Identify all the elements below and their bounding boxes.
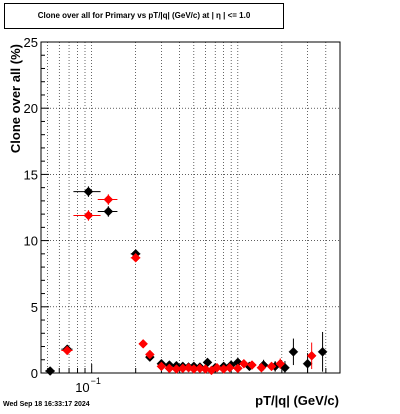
- diamond-marker: [103, 194, 114, 205]
- diamond-marker: [256, 362, 267, 373]
- data-point: [138, 339, 149, 349]
- diamond-marker: [275, 358, 286, 369]
- y-tick-label: 15: [24, 167, 38, 182]
- plot-frame: [40, 41, 341, 374]
- data-point: [317, 331, 328, 372]
- y-tick-label: 0: [31, 366, 38, 381]
- data-point: [306, 342, 317, 370]
- x-tick-labels: 10 −1: [75, 376, 101, 395]
- y-tick-label: 10: [24, 234, 38, 249]
- title-box: Clone over all for Primary vs pT/|q| (Ge…: [4, 3, 284, 29]
- y-tick-label: 20: [24, 101, 38, 116]
- diamond-marker: [317, 346, 328, 357]
- diamond-marker: [212, 362, 222, 373]
- data-point: [275, 358, 286, 370]
- diamond-marker: [45, 366, 56, 376]
- data-point: [73, 186, 101, 197]
- diamond-marker: [62, 345, 73, 356]
- diamond-marker: [83, 186, 94, 197]
- data-point: [288, 338, 299, 366]
- timestamp: Wed Sep 18 16:33:17 2024: [3, 401, 90, 408]
- diamond-marker: [306, 350, 317, 361]
- data-point: [45, 366, 56, 376]
- data-point: [73, 210, 101, 221]
- x-tick-label-base: 10: [75, 380, 89, 395]
- data-point: [156, 361, 167, 372]
- diamond-marker: [239, 358, 249, 369]
- data-point: [302, 353, 313, 373]
- data-point: [97, 194, 118, 205]
- grid-lines: [41, 42, 340, 373]
- data-point: [212, 362, 222, 373]
- axis-ticks: [41, 41, 327, 374]
- chart-title: Clone over all for Primary vs pT/|q| (Ge…: [37, 11, 251, 20]
- diamond-marker: [103, 206, 114, 217]
- diamond-marker: [266, 361, 277, 372]
- data-marks: [45, 186, 328, 376]
- y-axis-label: Clone over all (%): [8, 44, 23, 153]
- data-point: [256, 362, 267, 373]
- diamond-marker: [164, 363, 175, 374]
- diamond-marker: [156, 361, 167, 372]
- diamond-marker: [83, 210, 94, 221]
- y-tick-label: 5: [31, 300, 38, 315]
- data-point: [266, 361, 277, 372]
- diamond-marker: [288, 346, 299, 357]
- diamond-marker: [247, 360, 257, 370]
- data-point: [232, 363, 243, 374]
- data-point: [224, 362, 235, 373]
- diamond-marker: [144, 349, 155, 360]
- data-point: [97, 206, 118, 217]
- diamond-marker: [224, 362, 235, 373]
- data-point: [61, 345, 73, 356]
- x-axis-label: pT/|q| (GeV/c): [255, 393, 339, 408]
- diamond-marker: [138, 339, 149, 349]
- data-point: [144, 349, 155, 360]
- diamond-marker: [130, 252, 141, 263]
- data-point: [247, 360, 257, 370]
- diamond-marker: [232, 363, 243, 374]
- y-tick-label: 25: [24, 35, 38, 50]
- data-point: [164, 363, 175, 374]
- y-tick-labels: 0 5 10 15 20 25: [24, 35, 38, 381]
- x-tick-label-exponent: −1: [91, 376, 101, 386]
- data-point: [239, 358, 249, 369]
- data-point: [130, 252, 141, 263]
- diamond-marker: [302, 358, 313, 369]
